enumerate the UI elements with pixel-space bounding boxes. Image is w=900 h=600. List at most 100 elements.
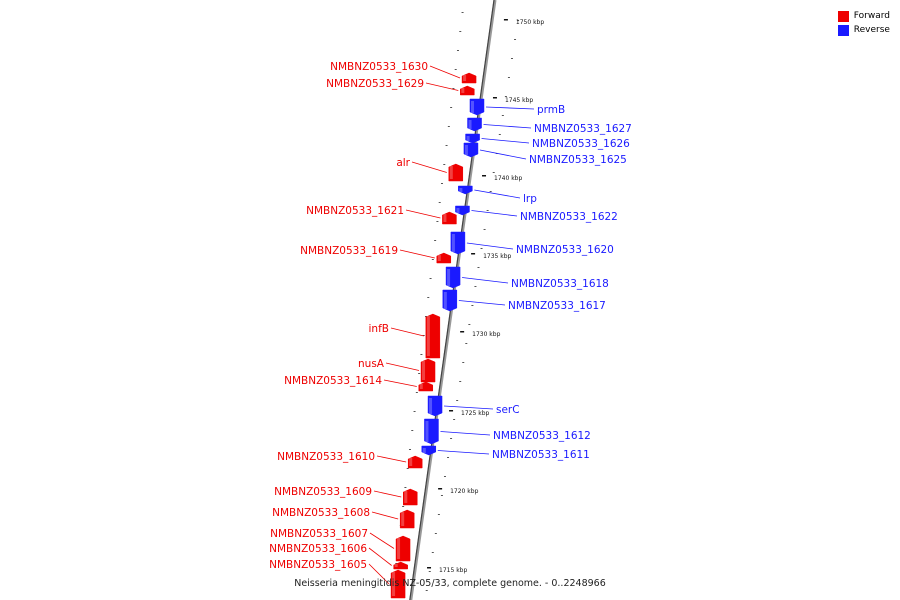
- gene-glyph: [393, 561, 408, 570]
- minor-mark-right: [501, 115, 504, 116]
- gene-leader: [371, 511, 399, 520]
- gene-NMBNZ0533_1620: NMBNZ0533_1620: [450, 231, 614, 256]
- minor-marks: [392, 12, 520, 591]
- gene-leader: [376, 455, 407, 463]
- gene-glyph-highlight: [443, 292, 447, 309]
- legend-reverse[interactable]: Reverse: [837, 23, 890, 37]
- minor-mark-right: [434, 533, 437, 534]
- minor-mark-right: [428, 571, 431, 572]
- minor-mark-right: [507, 77, 510, 78]
- gene-NMBNZ0533_1617: NMBNZ0533_1617: [442, 289, 606, 312]
- gene-NMBNZ0533_1626: NMBNZ0533_1626: [465, 133, 630, 150]
- gene-glyph-highlight: [429, 398, 433, 414]
- gene-alr: alr: [396, 157, 464, 182]
- gene-NMBNZ0533_1612: NMBNZ0533_1612: [424, 418, 591, 445]
- gene-leader: [429, 65, 461, 79]
- gene-glyph: [436, 252, 452, 264]
- gene-glyph: [445, 266, 461, 289]
- gene-glyph: [461, 72, 477, 84]
- gene-glyph-highlight: [392, 572, 396, 596]
- tick-mark: [503, 19, 508, 21]
- gene-NMBNZ0533_1625: NMBNZ0533_1625: [463, 142, 627, 166]
- gene-label: NMBNZ0533_1617: [508, 300, 606, 312]
- tick-label: 1750 kbp: [516, 19, 544, 26]
- gene-NMBNZ0533_1614: NMBNZ0533_1614: [284, 375, 434, 392]
- gene-glyph-highlight: [397, 538, 401, 559]
- gene-glyph-highlight: [422, 361, 426, 380]
- gene-label: NMBNZ0533_1619: [300, 245, 398, 257]
- minor-mark-right: [465, 343, 468, 344]
- gene-serC: serC: [427, 395, 520, 417]
- gene-label: NMBNZ0533_1620: [516, 244, 614, 256]
- tick-mark: [460, 331, 465, 333]
- minor-mark-left: [434, 240, 437, 241]
- tick-mark: [482, 175, 487, 177]
- gene-glyph: [425, 313, 441, 359]
- gene-leader: [466, 242, 514, 250]
- tick-mark: [438, 488, 443, 490]
- gene-glyph: [418, 381, 434, 392]
- minor-mark-left: [454, 69, 457, 70]
- gene-label: NMBNZ0533_1606: [269, 543, 367, 555]
- gene-glyph-highlight: [437, 255, 441, 261]
- gene-label: NMBNZ0533_1609: [274, 486, 372, 498]
- gene-glyph-highlight: [468, 120, 472, 129]
- minor-mark-left: [445, 145, 448, 146]
- gene-glyph: [465, 133, 480, 144]
- minor-mark-left: [422, 335, 425, 336]
- gene-leader: [474, 189, 521, 199]
- tick-mark: [427, 567, 432, 569]
- minor-mark-left: [461, 12, 464, 13]
- minor-mark-left: [438, 202, 441, 203]
- gene-leader: [368, 563, 390, 585]
- gene-label: NMBNZ0533_1627: [534, 123, 632, 135]
- minor-mark-right: [443, 476, 446, 477]
- gene-label: NMBNZ0533_1622: [520, 211, 618, 223]
- gene-label: NMBNZ0533_1612: [493, 430, 591, 442]
- gene-glyph: [421, 445, 437, 456]
- minor-mark-right: [450, 438, 453, 439]
- gene-glyph-highlight: [456, 208, 460, 213]
- minor-mark-right: [504, 96, 507, 97]
- minor-mark-right: [431, 552, 434, 553]
- gene-glyph: [420, 358, 436, 383]
- gene-leader: [440, 431, 491, 436]
- gene-label: NMBNZ0533_1618: [511, 278, 609, 290]
- tick-label: 1730 kbp: [472, 331, 500, 338]
- gene-NMBNZ0533_1606: NMBNZ0533_1606: [269, 543, 408, 570]
- gene-glyph: [467, 117, 482, 132]
- gene-infB: infB: [369, 313, 441, 359]
- tick-mark: [471, 253, 476, 255]
- minor-mark-left: [427, 297, 430, 298]
- minor-mark-right: [437, 514, 440, 515]
- gene-leader: [368, 547, 392, 566]
- minor-mark-right: [447, 457, 450, 458]
- legend-forward[interactable]: Forward: [837, 9, 890, 23]
- minor-mark-right: [459, 381, 462, 382]
- gene-glyph-highlight: [426, 316, 430, 356]
- gene-glyph-highlight: [470, 101, 474, 113]
- minor-mark-left: [459, 31, 462, 32]
- minor-mark-right: [517, 20, 520, 21]
- gene-leader: [383, 379, 417, 387]
- gene-glyph-highlight: [449, 166, 453, 179]
- minor-mark-left: [447, 126, 450, 127]
- minor-mark-left: [429, 278, 432, 279]
- tick-label: 1735 kbp: [483, 253, 511, 260]
- minor-mark-left: [408, 449, 411, 450]
- gene-label: serC: [496, 404, 520, 416]
- minor-mark-left: [456, 50, 459, 51]
- gene-leader: [390, 327, 424, 337]
- minor-mark-left: [406, 468, 409, 469]
- gene-label: NMBNZ0533_1625: [529, 154, 627, 166]
- gene-label: NMBNZ0533_1630: [330, 61, 428, 73]
- gene-glyph-highlight: [401, 512, 405, 526]
- gene-leader: [444, 405, 494, 410]
- gene-NMBNZ0533_1609: NMBNZ0533_1609: [274, 486, 418, 506]
- gene-lrp: lrp: [458, 185, 537, 205]
- minor-mark-left: [404, 487, 407, 488]
- minor-mark-right: [483, 229, 486, 230]
- gene-glyph-highlight: [394, 564, 398, 567]
- gene-nusA: nusA: [358, 358, 436, 383]
- gene-leader: [479, 149, 527, 160]
